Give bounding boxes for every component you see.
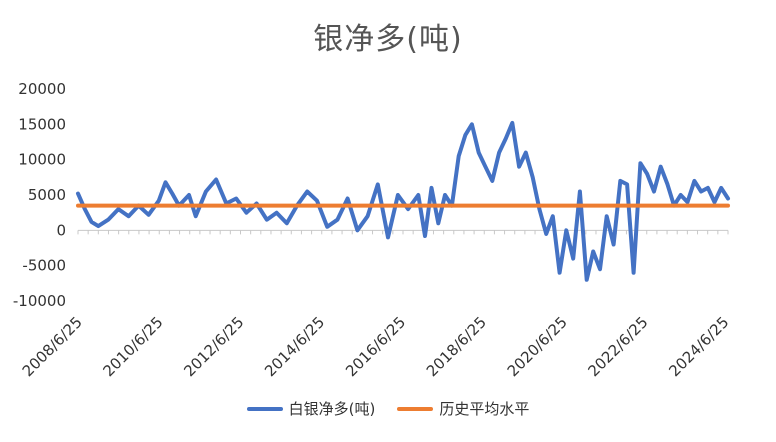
y-tick-label-6: -10000 bbox=[13, 292, 66, 310]
y-tick-label-1: 15000 bbox=[18, 115, 66, 133]
legend-label-average: 历史平均水平 bbox=[439, 400, 530, 418]
x-tick-label-3: 2014/6/25 bbox=[261, 313, 328, 380]
y-tick-label-3: 5000 bbox=[28, 186, 66, 204]
y-tick-label-4: 0 bbox=[56, 221, 66, 239]
legend-label-main: 白银净多(吨) bbox=[288, 400, 376, 418]
x-tick-label-2: 2012/6/25 bbox=[180, 313, 247, 380]
x-tick-label-8: 2024/6/25 bbox=[665, 313, 732, 380]
legend-item-main: 白银净多(吨) bbox=[246, 398, 376, 419]
y-tick-label-5: -5000 bbox=[22, 257, 66, 275]
x-tick-label-7: 2022/6/25 bbox=[584, 313, 651, 380]
x-tick-label-0: 2008/6/25 bbox=[19, 313, 86, 380]
legend: 白银净多(吨) 历史平均水平 bbox=[0, 398, 776, 419]
chart-title: 银净多(吨) bbox=[313, 22, 463, 57]
y-tick-label-0: 20000 bbox=[18, 80, 66, 98]
series-line-silver-net-long bbox=[76, 120, 730, 282]
legend-swatch-main bbox=[246, 406, 283, 411]
legend-item-average: 历史平均水平 bbox=[397, 398, 529, 419]
legend-swatch-average bbox=[397, 406, 434, 411]
y-axis-labels: 20000 15000 10000 5000 0 -5000 -10000 bbox=[13, 80, 66, 310]
x-tick-label-5: 2018/6/25 bbox=[423, 313, 490, 380]
x-axis: 2008/6/25 2010/6/25 2012/6/25 2014/6/25 2016… bbox=[19, 229, 733, 380]
series-layer bbox=[76, 120, 730, 282]
y-tick-label-2: 10000 bbox=[18, 151, 66, 169]
x-tick-label-6: 2020/6/25 bbox=[504, 313, 571, 380]
x-tick-label-1: 2010/6/25 bbox=[99, 313, 166, 380]
x-tick-label-4: 2016/6/25 bbox=[342, 313, 409, 380]
